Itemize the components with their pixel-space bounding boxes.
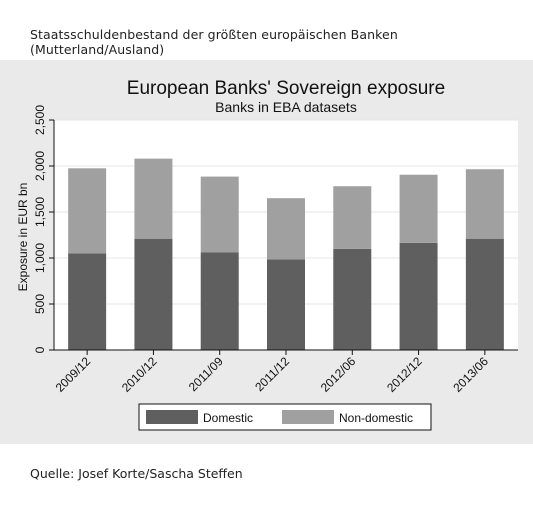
y-axis-label: Exposure in EUR bn xyxy=(16,183,30,292)
x-tick-label: 2012/06 xyxy=(318,354,359,395)
y-tick-label: 0 xyxy=(33,346,47,353)
y-tick-label: 2,000 xyxy=(33,151,47,181)
chart-subtitle: Banks in EBA datasets xyxy=(215,99,357,115)
source-note: Quelle: Josef Korte/Sascha Steffen xyxy=(30,466,243,481)
y-tick-label: 1,000 xyxy=(33,243,47,273)
bar-non-domestic xyxy=(399,174,438,243)
y-tick-label: 1,500 xyxy=(33,197,47,227)
bar-domestic xyxy=(200,252,239,350)
bar-non-domestic xyxy=(333,186,372,249)
bar-non-domestic xyxy=(68,168,107,254)
x-tick-label: 2012/12 xyxy=(384,354,425,395)
chart-caption: Staatsschuldenbestand der größten europä… xyxy=(30,27,398,57)
legend-label: Non-domestic xyxy=(339,411,413,425)
x-tick-label: 2013/06 xyxy=(450,354,491,395)
bar-domestic xyxy=(465,238,504,350)
y-tick-label: 500 xyxy=(33,294,47,314)
x-tick-label: 2011/09 xyxy=(186,354,226,394)
x-tick-label: 2009/12 xyxy=(53,354,94,395)
bar-non-domestic xyxy=(267,198,305,260)
bar-non-domestic xyxy=(134,158,173,239)
legend: Domestic Non-domestic xyxy=(138,403,432,431)
x-tick-label: 2010/12 xyxy=(119,354,160,395)
bars xyxy=(68,158,504,350)
legend-label: Domestic xyxy=(203,411,253,425)
bar-domestic xyxy=(267,259,305,350)
y-tick-label: 2,500 xyxy=(33,105,47,135)
x-tick-label: 2011/12 xyxy=(252,354,292,394)
chart-title: European Banks' Sovereign exposure xyxy=(127,78,445,99)
legend-swatch xyxy=(146,410,198,424)
bar-domestic xyxy=(333,248,372,350)
bar-domestic xyxy=(134,238,173,350)
legend-swatch xyxy=(282,410,334,424)
bar-non-domestic xyxy=(200,176,239,253)
bar-domestic xyxy=(399,242,438,350)
bar-non-domestic xyxy=(465,169,504,239)
bar-domestic xyxy=(68,253,107,350)
